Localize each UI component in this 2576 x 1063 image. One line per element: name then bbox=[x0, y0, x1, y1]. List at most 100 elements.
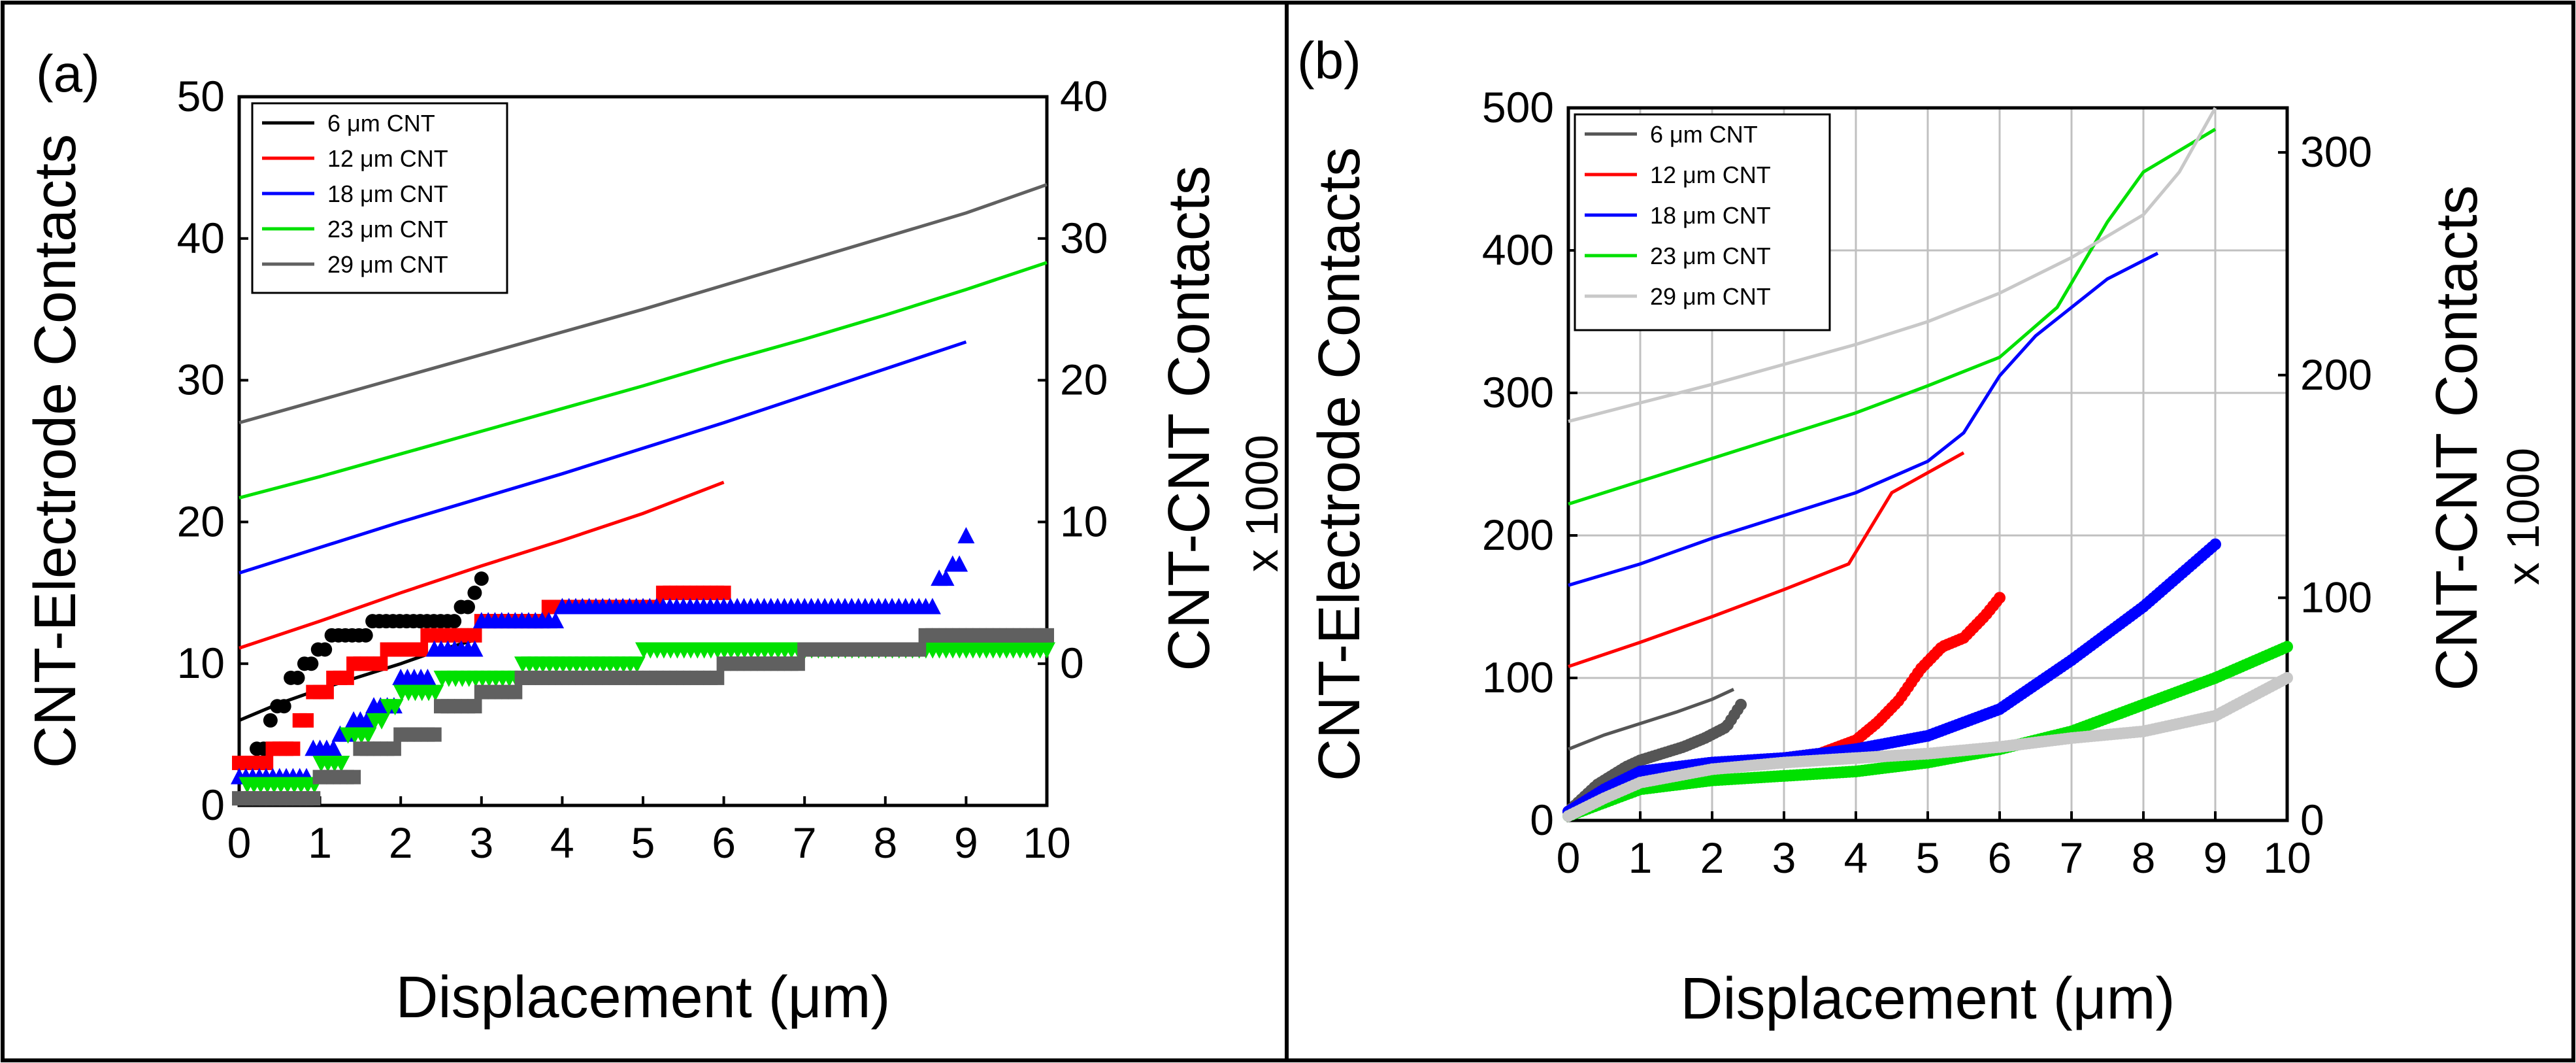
x-tick-label: 9 bbox=[2204, 834, 2228, 882]
data-point bbox=[306, 791, 321, 806]
data-point bbox=[790, 656, 805, 671]
y-right-tick-label: 10 bbox=[1060, 497, 1108, 545]
data-point bbox=[460, 599, 475, 615]
legend-entry: 29 μm CNT bbox=[1650, 283, 1771, 310]
x-tick-label: 6 bbox=[712, 818, 736, 867]
y-right-tick-label: 30 bbox=[1060, 214, 1108, 262]
y-right-tick-label: 0 bbox=[1060, 639, 1084, 687]
data-point bbox=[419, 668, 437, 685]
data-point bbox=[2281, 641, 2293, 653]
legend-entry: 23 μm CNT bbox=[1650, 243, 1771, 269]
y-left-tick-label: 40 bbox=[177, 214, 225, 262]
data-point bbox=[290, 670, 305, 685]
panel-b-y-left-title: CNT-Electrode Contacts bbox=[1307, 147, 1372, 781]
panel-b-series bbox=[1562, 107, 2293, 822]
panel-a-y-right-scale: x 1000 bbox=[1236, 435, 1287, 572]
series-markers bbox=[232, 628, 1054, 806]
series-line bbox=[1568, 451, 1965, 668]
panel-a: (a) 0 1 2 3 4 5 6 7 8 9 10 0 10 20 30 40 50 0 10 20 30 40 6 μ… bbox=[23, 44, 1287, 1030]
panel-b-y-right-scale: x 1000 bbox=[2498, 448, 2549, 585]
x-tick-label: 6 bbox=[1988, 834, 2012, 882]
panel-b-legend: 6 μm CNT 12 μm CNT 18 μm CNT 23 μm CNT 29 μm… bbox=[1574, 113, 1831, 331]
legend-entry: 23 μm CNT bbox=[327, 216, 448, 243]
panel-a-x-axis-title: Displacement (μm) bbox=[395, 965, 890, 1030]
panel-a-legend: 6 μm CNT 12 μm CNT 18 μm CNT 23 μm CNT 29 μm… bbox=[251, 102, 508, 294]
data-point bbox=[286, 741, 301, 756]
x-tick-label: 5 bbox=[631, 818, 655, 867]
y-left-tick-label: 50 bbox=[177, 72, 225, 120]
x-tick-label: 5 bbox=[1916, 834, 1940, 882]
series-line bbox=[1568, 127, 2217, 506]
x-tick-label: 7 bbox=[793, 818, 817, 867]
series-line bbox=[239, 183, 1048, 425]
data-point bbox=[299, 713, 314, 728]
panel-b-x-axis-title: Displacement (μm) bbox=[1680, 966, 2175, 1032]
data-point bbox=[447, 614, 462, 629]
x-tick-label: 4 bbox=[1844, 834, 1868, 882]
data-point bbox=[467, 628, 482, 643]
y-left-tick-label: 100 bbox=[1482, 653, 1554, 701]
panel-a-y-left-title: CNT-Electrode Contacts bbox=[23, 134, 88, 768]
data-point bbox=[957, 527, 975, 544]
y-left-tick-label: 10 bbox=[177, 639, 225, 687]
data-point bbox=[951, 555, 968, 572]
y-right-tick-label: 40 bbox=[1060, 72, 1108, 120]
data-point bbox=[346, 769, 361, 785]
legend-entry: 12 μm CNT bbox=[1650, 161, 1771, 188]
series-markers bbox=[236, 571, 489, 770]
y-right-tick-label: 0 bbox=[2300, 796, 2324, 844]
legend-entry: 18 μm CNT bbox=[1650, 202, 1771, 229]
data-point bbox=[263, 713, 278, 728]
x-tick-label: 2 bbox=[1700, 834, 1725, 882]
data-point bbox=[716, 585, 731, 600]
data-point bbox=[467, 699, 482, 714]
data-point bbox=[467, 585, 482, 600]
data-point bbox=[912, 642, 927, 657]
data-point bbox=[414, 642, 429, 657]
data-point bbox=[333, 755, 350, 772]
data-point bbox=[259, 755, 274, 770]
panel-a-series bbox=[231, 183, 1055, 806]
series-line bbox=[1568, 107, 2217, 424]
y-left-tick-label: 400 bbox=[1482, 226, 1554, 274]
data-point bbox=[339, 670, 354, 685]
series-line bbox=[1568, 252, 2159, 587]
y-right-tick-label: 100 bbox=[2300, 573, 2372, 621]
x-tick-label: 1 bbox=[308, 818, 332, 867]
legend-box bbox=[251, 102, 508, 294]
data-point bbox=[373, 713, 391, 730]
x-tick-label: 4 bbox=[550, 818, 574, 867]
y-left-tick-label: 300 bbox=[1482, 368, 1554, 416]
series-line bbox=[239, 261, 1048, 499]
y-left-tick-label: 20 bbox=[177, 497, 225, 545]
y-left-tick-label: 0 bbox=[1530, 796, 1554, 844]
x-tick-label: 1 bbox=[1628, 834, 1653, 882]
y-left-tick-label: 30 bbox=[177, 356, 225, 404]
data-point bbox=[358, 628, 373, 643]
legend-entry: 6 μm CNT bbox=[1650, 121, 1758, 148]
legend-entry: 6 μm CNT bbox=[327, 110, 435, 137]
y-left-tick-label: 200 bbox=[1482, 511, 1554, 559]
panel-a-label: (a) bbox=[36, 44, 100, 103]
data-point bbox=[466, 640, 484, 657]
x-tick-label: 8 bbox=[2132, 834, 2156, 882]
x-tick-label: 8 bbox=[873, 818, 897, 867]
data-point bbox=[1040, 628, 1054, 643]
data-point bbox=[386, 741, 401, 756]
panel-b-label: (b) bbox=[1297, 31, 1361, 90]
data-point bbox=[2209, 538, 2221, 550]
legend-entry: 18 μm CNT bbox=[327, 180, 448, 207]
data-point bbox=[628, 656, 646, 673]
data-point bbox=[1038, 642, 1055, 659]
x-tick-label: 10 bbox=[2263, 834, 2311, 882]
data-point bbox=[1735, 698, 1747, 711]
x-tick-label: 9 bbox=[954, 818, 978, 867]
panel-a-ticks: 0 1 2 3 4 5 6 7 8 9 10 0 10 20 30 40 50 0 10 20 30 40 bbox=[177, 72, 1108, 867]
data-point bbox=[359, 727, 377, 744]
data-point bbox=[304, 656, 319, 671]
panel-a-y-right-title: CNT-CNT Contacts bbox=[1157, 165, 1222, 671]
y-left-tick-label: 0 bbox=[201, 781, 225, 829]
data-point bbox=[276, 699, 291, 714]
